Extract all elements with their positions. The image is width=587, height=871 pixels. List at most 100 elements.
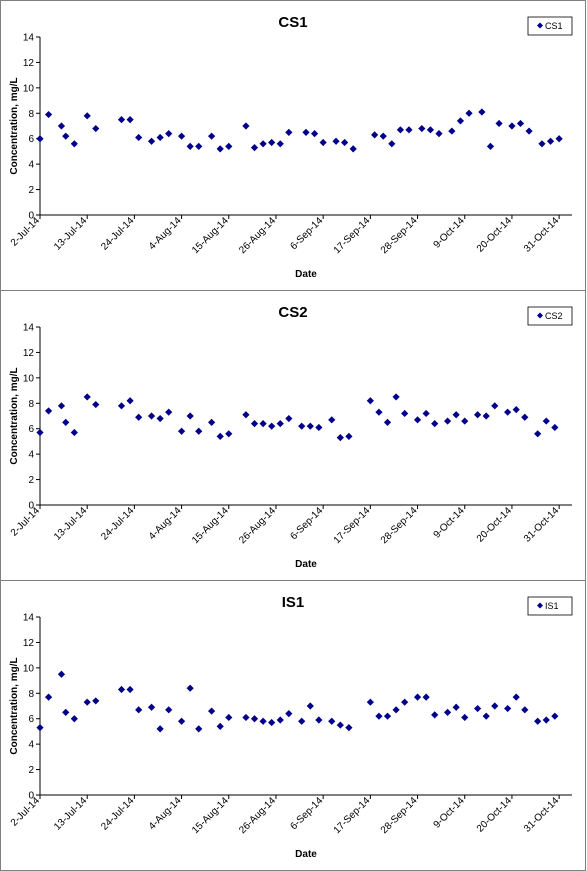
legend-label: CS2 bbox=[545, 311, 563, 321]
data-point bbox=[413, 693, 422, 701]
data-point bbox=[551, 423, 559, 432]
data-point bbox=[512, 406, 520, 414]
data-point bbox=[259, 717, 267, 725]
data-point bbox=[208, 707, 216, 715]
y-axis-label: Concentration, mg/L bbox=[9, 367, 20, 464]
data-point bbox=[147, 703, 156, 711]
x-tick-label: 28-Sep-14 bbox=[379, 215, 420, 256]
data-point bbox=[259, 140, 267, 148]
data-point bbox=[542, 417, 550, 425]
data-point bbox=[388, 140, 396, 148]
data-point bbox=[336, 434, 344, 442]
x-axis-label: Date bbox=[295, 269, 317, 280]
y-tick-label: 4 bbox=[28, 160, 34, 171]
chart-title: IS1 bbox=[282, 594, 305, 611]
data-point bbox=[216, 145, 224, 153]
data-point bbox=[486, 142, 495, 150]
y-tick-label: 4 bbox=[28, 740, 34, 751]
data-point bbox=[516, 119, 525, 128]
data-point bbox=[285, 414, 293, 423]
data-point bbox=[92, 124, 100, 133]
x-tick-label: 6-Sep-14 bbox=[288, 215, 325, 252]
data-point bbox=[336, 721, 344, 729]
data-point bbox=[512, 693, 520, 701]
legend-marker-icon bbox=[537, 22, 543, 29]
chart-cs2: CS2 CS2 0 2 4 6 8 10 12 14 2-Jul-14 13-Jul-14 24-Jul… bbox=[9, 304, 573, 570]
data-point bbox=[422, 693, 430, 701]
y-tick-label: 12 bbox=[23, 58, 35, 69]
data-point bbox=[147, 137, 156, 145]
x-tick-label: 24-Jul-14 bbox=[99, 505, 137, 543]
y-tick-label: 0 bbox=[28, 501, 34, 512]
data-point bbox=[525, 127, 533, 135]
data-point bbox=[431, 420, 439, 428]
data-point bbox=[306, 422, 314, 430]
data-point bbox=[186, 684, 194, 692]
data-point bbox=[83, 393, 91, 401]
data-point bbox=[135, 706, 143, 714]
data-point bbox=[208, 132, 216, 140]
data-point bbox=[117, 402, 126, 410]
legend-marker-icon bbox=[537, 312, 543, 319]
data-point bbox=[319, 138, 327, 147]
data-point bbox=[551, 712, 559, 720]
y-tick-label: 14 bbox=[23, 613, 35, 624]
legend-marker-icon bbox=[537, 602, 543, 609]
data-point bbox=[383, 418, 392, 426]
data-point bbox=[242, 411, 250, 419]
data-point bbox=[508, 122, 516, 130]
data-point bbox=[242, 713, 250, 722]
data-point bbox=[165, 130, 173, 138]
legend: IS1 bbox=[527, 596, 573, 616]
data-point bbox=[495, 119, 503, 128]
data-point bbox=[306, 702, 314, 710]
data-point bbox=[36, 428, 44, 437]
data-point bbox=[521, 706, 529, 714]
data-point bbox=[36, 135, 44, 143]
data-point bbox=[431, 711, 439, 719]
data-point bbox=[392, 393, 400, 401]
data-point bbox=[482, 712, 490, 720]
x-tick-label: 17-Sep-14 bbox=[332, 505, 373, 546]
data-point bbox=[504, 704, 512, 713]
data-point bbox=[366, 698, 374, 706]
x-tick-label: 24-Jul-14 bbox=[99, 795, 137, 833]
data-point bbox=[375, 408, 383, 416]
data-point bbox=[135, 133, 143, 142]
data-point bbox=[298, 422, 306, 430]
data-point bbox=[92, 697, 100, 705]
data-point bbox=[546, 137, 555, 145]
y-tick-label: 10 bbox=[23, 373, 35, 384]
x-tick-label: 4-Aug-14 bbox=[147, 505, 184, 542]
y-tick-label: 0 bbox=[28, 211, 34, 222]
x-axis-label: Date bbox=[295, 559, 317, 570]
data-point bbox=[285, 128, 293, 136]
data-point bbox=[225, 430, 233, 438]
data-point bbox=[126, 685, 134, 694]
x-tick-label: 4-Aug-14 bbox=[147, 795, 184, 832]
y-tick-label: 12 bbox=[23, 348, 35, 359]
data-point bbox=[426, 126, 435, 134]
data-point bbox=[57, 402, 66, 410]
data-point bbox=[250, 144, 259, 152]
legend-label: CS1 bbox=[545, 21, 563, 31]
data-point bbox=[117, 685, 126, 694]
legend: CS1 bbox=[527, 16, 573, 36]
data-point bbox=[156, 725, 164, 733]
data-point bbox=[177, 427, 186, 435]
data-point bbox=[126, 116, 134, 124]
y-tick-label: 0 bbox=[28, 791, 34, 802]
data-point bbox=[345, 724, 353, 732]
data-point bbox=[345, 432, 353, 440]
x-tick-label: 2-Jul-14 bbox=[9, 795, 43, 829]
data-point bbox=[332, 137, 340, 145]
y-tick-label: 6 bbox=[28, 134, 34, 145]
data-point bbox=[195, 725, 203, 733]
data-point bbox=[349, 145, 357, 153]
data-point bbox=[92, 400, 100, 409]
data-point bbox=[57, 122, 66, 130]
x-tick-label: 15-Aug-14 bbox=[190, 215, 231, 256]
data-point bbox=[285, 710, 293, 718]
y-tick-label: 12 bbox=[23, 638, 35, 649]
data-point bbox=[461, 713, 469, 722]
